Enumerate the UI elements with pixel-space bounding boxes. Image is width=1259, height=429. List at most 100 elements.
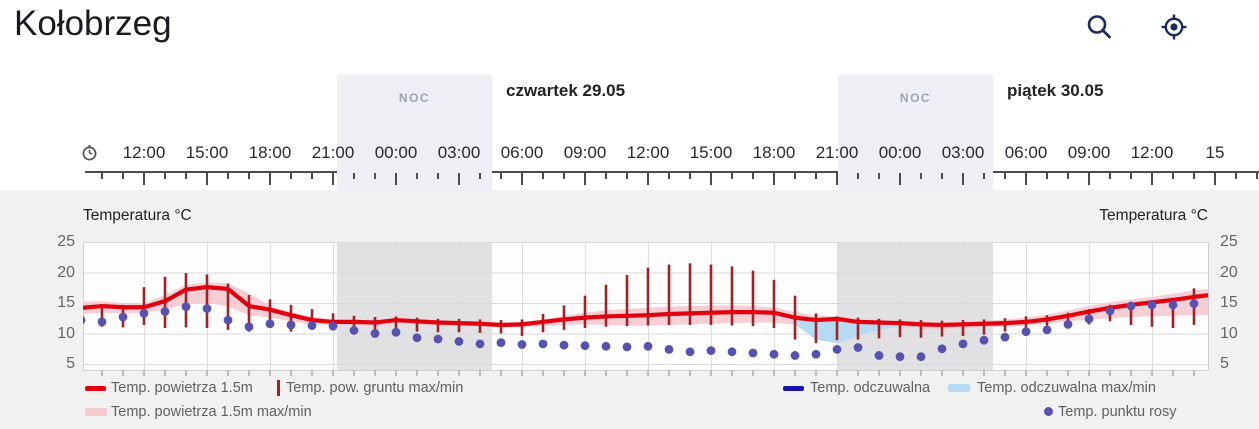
series-dew-point-dot <box>685 347 695 357</box>
time-tick-major <box>458 173 460 185</box>
series-dew-point-dot <box>622 342 632 352</box>
time-tick-label: 18:00 <box>248 143 292 162</box>
night-overlay-header: NOC <box>838 75 993 192</box>
time-tick-minor <box>731 173 733 179</box>
legend-label-feels-band: Temp. odczuwalna max/min <box>977 380 1156 396</box>
time-tick-minor <box>815 173 817 179</box>
time-tick-label: 21:00 <box>815 143 859 162</box>
legend-swatch-air-band <box>85 408 107 416</box>
time-tick-minor <box>752 173 754 179</box>
y-tick-label-right: 25 <box>1220 233 1238 250</box>
y-tick-label-right: 5 <box>1220 355 1229 372</box>
noc-label: NOC <box>899 91 932 105</box>
time-tick-minor <box>1067 173 1069 179</box>
time-tick-minor <box>374 173 376 179</box>
time-tick-major <box>269 173 271 185</box>
time-tick-minor <box>1172 173 1174 179</box>
series-dew-point-dot <box>517 340 527 349</box>
series-dew-point-dot <box>223 315 233 325</box>
time-tick-major <box>332 173 334 185</box>
series-dew-point-dot <box>706 346 716 355</box>
series-dew-point-dot <box>475 339 485 349</box>
series-dew-point-dot <box>559 340 569 350</box>
series-dew-point-dot <box>1147 300 1157 310</box>
time-tick-label: 12:00 <box>626 143 670 162</box>
legend-swatch-feels-line <box>783 386 804 391</box>
chart-title-right: Temperatura °C <box>1099 207 1208 224</box>
time-tick-minor <box>857 173 859 179</box>
series-dew-point-dot <box>349 326 359 335</box>
day-header-1: piątek 30.05 <box>1007 81 1104 100</box>
time-tick-label: 15:00 <box>689 143 733 162</box>
series-dew-point-dot <box>937 344 947 354</box>
time-tick-label: 09:00 <box>1067 143 1111 162</box>
series-dew-point-dot <box>1189 299 1199 309</box>
time-tick-major <box>1151 173 1153 185</box>
time-tick-major <box>962 173 964 185</box>
plot-series <box>83 263 1220 362</box>
time-tick-major <box>1025 173 1027 185</box>
time-tick-minor <box>1130 173 1132 179</box>
y-tick-label-left: 5 <box>66 355 75 372</box>
series-dew-point-dot <box>874 351 884 360</box>
time-tick-minor <box>542 173 544 179</box>
series-dew-point-dot <box>1126 301 1136 311</box>
time-tick-label: 06:00 <box>1004 143 1048 162</box>
series-dew-point-dot <box>1211 299 1220 308</box>
legend-label-ground-bar: Temp. pow. gruntu max/min <box>286 380 464 396</box>
locate-icon[interactable] <box>1159 12 1189 42</box>
time-tick-major <box>836 173 838 185</box>
time-tick-label: 12:00 <box>122 143 166 162</box>
time-tick-minor <box>101 173 103 179</box>
series-dew-point-dot <box>265 319 275 329</box>
series-dew-point-dot <box>1168 300 1178 310</box>
day-header-0: czwartek 29.05 <box>506 81 626 100</box>
time-tick-minor <box>878 173 880 179</box>
time-tick-major <box>1088 173 1090 185</box>
time-tick-minor <box>1046 173 1048 179</box>
time-tick-label: 00:00 <box>374 143 418 162</box>
series-dew-point-dot <box>496 338 506 348</box>
time-tick-minor <box>794 173 796 179</box>
time-tick-minor <box>1193 173 1195 179</box>
series-dew-point-dot <box>1042 325 1052 335</box>
time-tick-label: 06:00 <box>500 143 544 162</box>
legend-swatch-air-line <box>85 386 106 391</box>
time-tick-minor <box>416 173 418 179</box>
time-tick-label: 15 <box>1205 143 1225 162</box>
series-dew-point-dot <box>664 344 674 354</box>
search-icon[interactable] <box>1084 12 1114 42</box>
time-tick-major <box>1214 173 1216 185</box>
time-tick-minor <box>353 173 355 179</box>
time-tick-minor <box>1256 173 1258 179</box>
time-axis-line <box>85 171 1259 173</box>
time-tick-major <box>521 173 523 185</box>
time-tick-label: 09:00 <box>563 143 607 162</box>
time-tick-major <box>647 173 649 185</box>
noc-label: NOC <box>398 91 431 105</box>
time-tick-minor <box>164 173 166 179</box>
time-tick-label: 00:00 <box>878 143 922 162</box>
series-dew-point-dot <box>832 344 842 354</box>
time-tick-minor <box>227 173 229 179</box>
y-tick-label-left: 15 <box>57 294 75 311</box>
series-dew-point-dot <box>958 339 968 349</box>
chart-title-left: Temperatura °C <box>83 207 192 224</box>
series-dew-point-dot <box>160 307 170 316</box>
time-tick-minor <box>941 173 943 179</box>
legend-label-air-line: Temp. powietrza 1.5m <box>111 380 253 396</box>
time-tick-label: 12:00 <box>1130 143 1174 162</box>
series-dew-point-dot <box>601 341 611 351</box>
series-dew-point-dot <box>1084 314 1094 324</box>
time-tick-major <box>395 173 397 185</box>
time-tick-minor <box>626 173 628 179</box>
series-dew-point-dot <box>391 327 401 337</box>
y-tick-label-left: 20 <box>57 263 75 281</box>
series-dew-point-dot <box>580 341 590 351</box>
page-title: Kołobrzeg <box>14 4 172 43</box>
time-tick-minor <box>122 173 124 179</box>
clock-icon <box>82 145 97 161</box>
series-dew-point-dot <box>139 308 149 318</box>
time-tick-major <box>206 173 208 185</box>
